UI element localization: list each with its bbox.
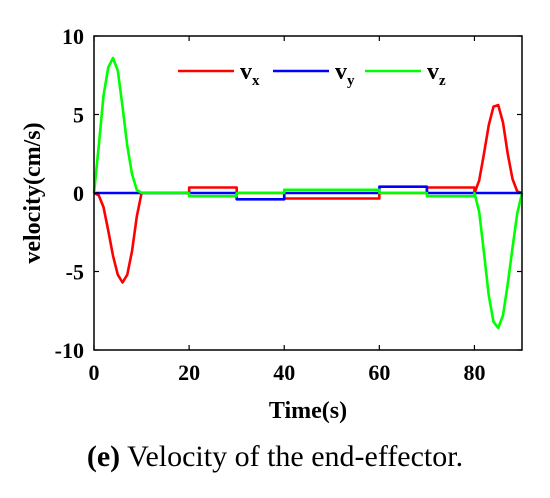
velocity-chart: 0 20 40 60 80 -10 -5 0 5 10 vx vy vz Time(s) veloci… <box>20 24 524 424</box>
legend-label-vz: vz <box>427 59 446 89</box>
legend-label-vx: vx <box>240 59 260 89</box>
figure-caption: (e) Velocity of the end-effector. <box>0 440 550 474</box>
x-tick-label: 60 <box>368 360 390 385</box>
caption-text: Velocity of the end-effector. <box>120 440 464 473</box>
y-tick-label: 0 <box>73 181 84 206</box>
x-tick-label: 80 <box>463 360 485 385</box>
y-tick-label: -10 <box>55 338 84 363</box>
y-tick-label: -5 <box>66 260 84 285</box>
x-tick-label: 0 <box>89 360 100 385</box>
y-axis-title: velocity(cm/s) <box>20 122 46 263</box>
x-axis-title: Time(s) <box>269 398 347 424</box>
series-line-vz <box>92 56 524 330</box>
y-tick-label: 10 <box>62 24 84 49</box>
legend: vx vy vz <box>178 59 446 89</box>
caption-label: (e) <box>86 440 121 473</box>
series-layer <box>92 56 524 330</box>
x-tick-label: 40 <box>273 360 295 385</box>
x-tick-label: 20 <box>178 360 200 385</box>
ticks-layer: 0 20 40 60 80 -10 -5 0 5 10 <box>55 24 522 385</box>
legend-label-vy: vy <box>335 59 355 89</box>
y-tick-label: 5 <box>73 103 84 128</box>
